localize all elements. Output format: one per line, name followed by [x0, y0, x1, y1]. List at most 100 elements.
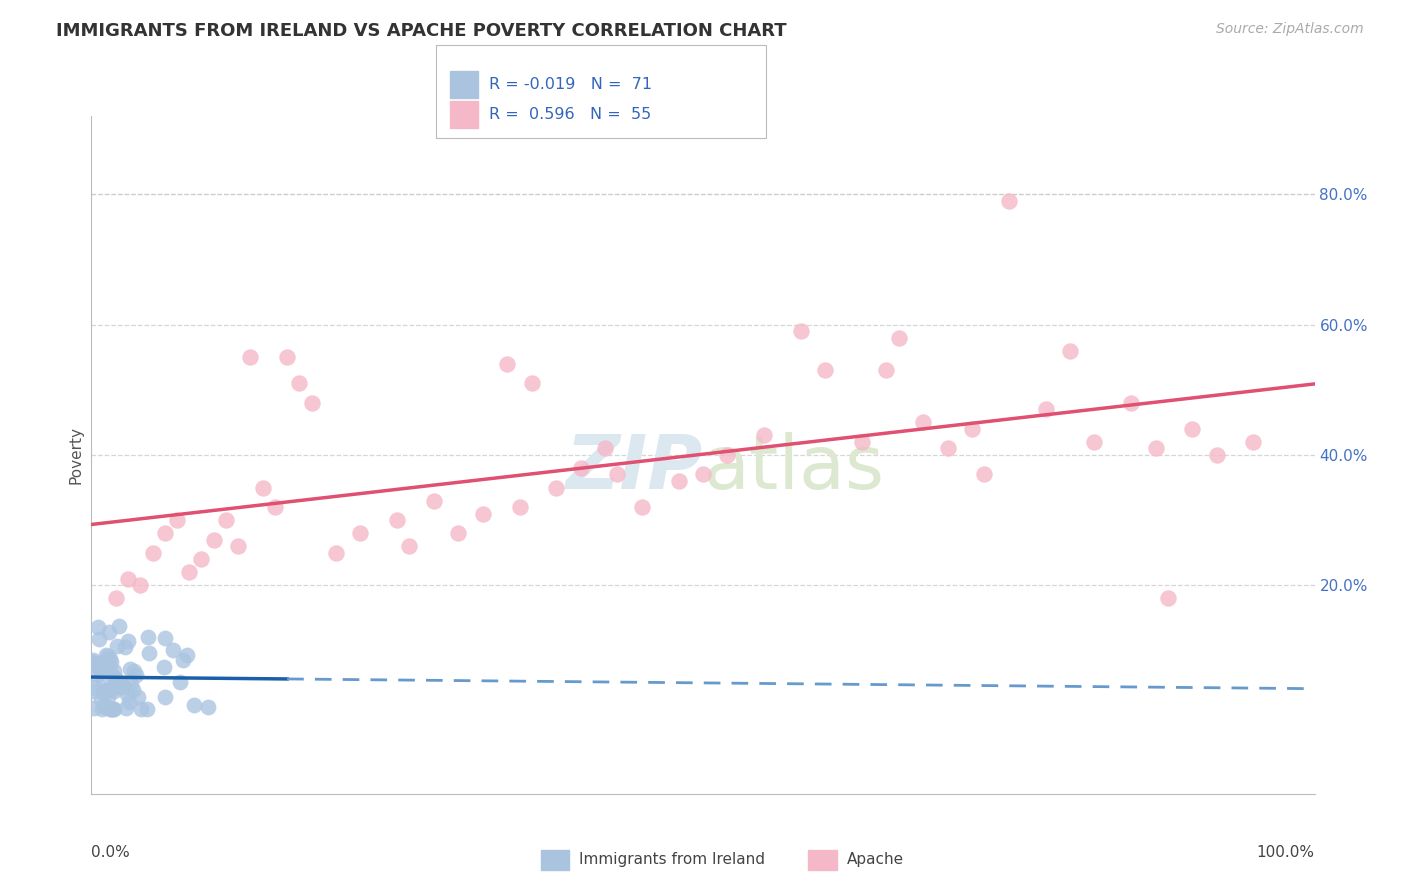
Point: [86, 668, 108, 682]
Point: [104, 672, 127, 686]
Point: [288, 376, 311, 391]
Text: Immigrants from Ireland: Immigrants from Ireland: [579, 853, 765, 867]
Point: [112, 680, 135, 694]
Point: [125, 668, 148, 682]
Point: [325, 546, 347, 560]
Point: [172, 653, 194, 667]
Point: [546, 481, 568, 495]
Point: [398, 539, 420, 553]
Point: [162, 643, 184, 657]
Point: [90, 702, 112, 716]
Point: [136, 630, 159, 644]
Point: [754, 428, 776, 442]
Point: [252, 481, 274, 495]
Point: [202, 533, 225, 547]
Point: [82, 653, 104, 667]
Point: [101, 702, 124, 716]
Point: [82, 656, 104, 670]
Point: [1121, 396, 1143, 410]
Point: [105, 639, 128, 653]
Point: [120, 677, 142, 691]
Point: [121, 682, 143, 697]
Point: [94, 698, 117, 712]
Text: 100.0%: 100.0%: [1257, 845, 1315, 860]
Point: [153, 526, 176, 541]
Point: [631, 500, 654, 514]
Point: [215, 513, 238, 527]
Point: [115, 701, 138, 715]
Point: [98, 702, 121, 716]
Point: [716, 448, 738, 462]
Point: [496, 357, 519, 371]
Point: [153, 659, 176, 673]
Point: [89, 632, 111, 647]
Point: [84, 657, 107, 671]
Point: [104, 591, 127, 606]
Point: [1243, 434, 1265, 449]
Point: [90, 692, 112, 706]
Point: [101, 681, 124, 696]
Point: [153, 631, 176, 645]
Point: [1205, 448, 1227, 462]
Point: [1083, 434, 1105, 449]
Point: [960, 422, 983, 436]
Point: [108, 619, 131, 633]
Point: [83, 680, 105, 694]
Point: [91, 686, 114, 700]
Point: [1035, 402, 1057, 417]
Point: [569, 461, 592, 475]
Point: [1157, 591, 1180, 606]
Point: [82, 655, 104, 669]
Point: [973, 467, 995, 482]
Text: 0.0%: 0.0%: [91, 845, 131, 860]
Point: [129, 578, 152, 592]
Point: [103, 702, 125, 716]
Point: [606, 467, 628, 482]
Point: [108, 680, 131, 694]
Point: [138, 646, 160, 660]
Point: [117, 572, 139, 586]
Point: [100, 655, 122, 669]
Point: [89, 663, 111, 677]
Point: [83, 700, 105, 714]
Text: ZIP: ZIP: [565, 432, 703, 505]
Point: [1181, 422, 1204, 436]
Text: R = -0.019   N =  71: R = -0.019 N = 71: [489, 78, 652, 93]
Point: [97, 657, 120, 672]
Point: [129, 701, 152, 715]
Point: [153, 690, 176, 704]
Point: [103, 683, 125, 698]
Point: [239, 350, 262, 364]
Point: [87, 620, 110, 634]
Point: [103, 665, 125, 679]
Point: [998, 194, 1021, 208]
Point: [136, 702, 159, 716]
Point: [912, 415, 935, 429]
Point: [875, 363, 898, 377]
Point: [936, 442, 959, 456]
Point: [100, 682, 122, 697]
Point: [276, 350, 298, 364]
Point: [790, 324, 813, 338]
Point: [101, 701, 124, 715]
Y-axis label: Poverty: Poverty: [67, 425, 83, 484]
Point: [98, 664, 121, 678]
Point: [593, 442, 616, 456]
Point: [887, 330, 910, 344]
Point: [117, 633, 139, 648]
Text: IMMIGRANTS FROM IRELAND VS APACHE POVERTY CORRELATION CHART: IMMIGRANTS FROM IRELAND VS APACHE POVERT…: [56, 22, 787, 40]
Point: [98, 625, 121, 640]
Point: [301, 396, 323, 410]
Point: [100, 702, 122, 716]
Point: [83, 657, 105, 671]
Point: [692, 467, 714, 482]
Point: [122, 665, 145, 679]
Point: [1144, 442, 1167, 456]
Point: [166, 513, 188, 527]
Point: [98, 652, 121, 666]
Point: [93, 700, 115, 714]
Text: R =  0.596   N =  55: R = 0.596 N = 55: [489, 107, 651, 122]
Point: [94, 683, 117, 698]
Point: [520, 376, 543, 391]
Point: [87, 661, 110, 675]
